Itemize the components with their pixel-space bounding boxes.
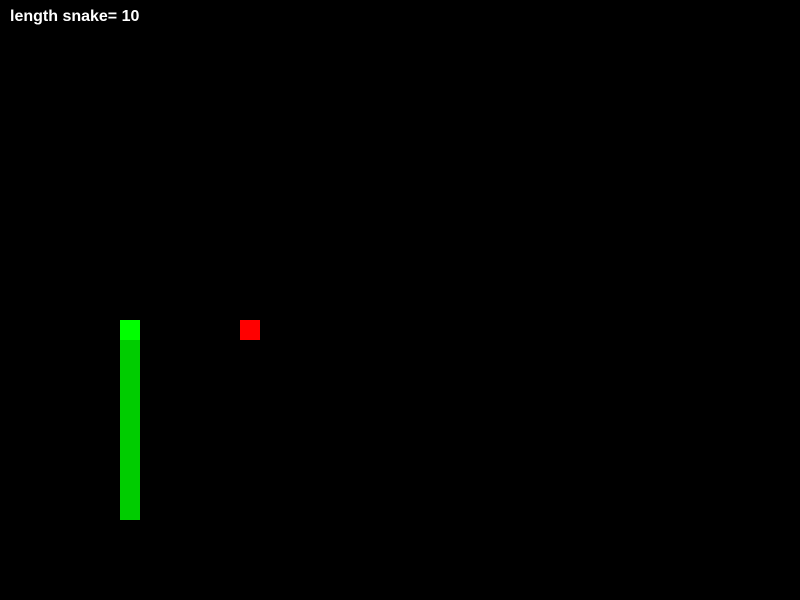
food-item (240, 320, 260, 340)
snake-segment (120, 480, 140, 500)
snake-segment (120, 400, 140, 420)
snake-segment (120, 380, 140, 400)
snake-segment (120, 460, 140, 480)
snake-head (120, 320, 140, 340)
snake-length-label: length snake= 10 (10, 8, 140, 25)
snake-segment (120, 360, 140, 380)
snake-segment (120, 500, 140, 520)
snake-segment (120, 440, 140, 460)
snake-segment (120, 340, 140, 360)
snake-segment (120, 420, 140, 440)
